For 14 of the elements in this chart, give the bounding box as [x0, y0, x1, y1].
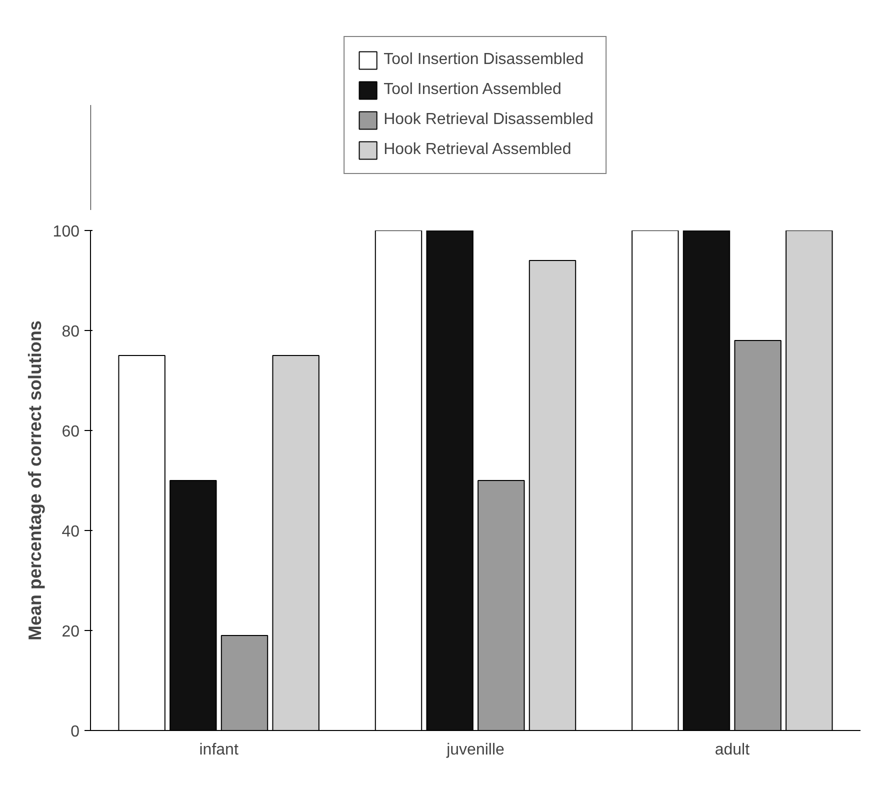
y-tick-label: 60 [62, 424, 80, 440]
legend-label: Hook Retrieval Disassembled [384, 111, 594, 129]
y-axis-title: Mean percentage of correct solutions [24, 320, 45, 641]
y-tick-label: 100 [52, 224, 80, 240]
y-tick-label: 40 [62, 524, 80, 540]
x-tick-label: juvenille [446, 742, 505, 758]
y-tick-label: 0 [70, 724, 80, 740]
y-tick-label: 80 [62, 324, 80, 340]
legend-label: Tool Insertion Assembled [384, 81, 562, 99]
y-tick-label: 20 [62, 624, 80, 640]
legend-label: Tool Insertion Disassembled [384, 51, 584, 69]
x-tick-label: adult [714, 742, 750, 758]
legend-label: Hook Retrieval Assembled [384, 141, 572, 159]
x-tick-label: infant [199, 742, 239, 758]
